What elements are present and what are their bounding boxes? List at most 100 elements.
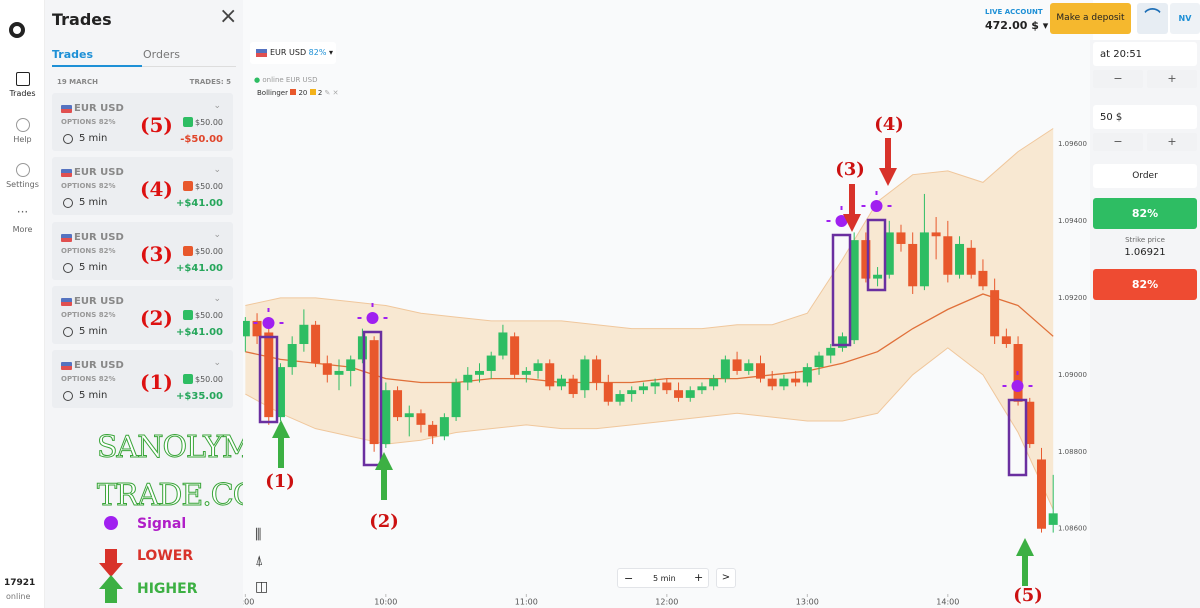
nav-more[interactable]: ··· More bbox=[12, 205, 33, 234]
trade-amount: $50.00 bbox=[195, 246, 223, 256]
legend-label: Signal bbox=[137, 516, 187, 532]
balance[interactable]: 472.00 $ ▾ bbox=[985, 19, 1049, 32]
date: 19 MARCH bbox=[57, 78, 98, 86]
timeframe-minus[interactable]: − bbox=[624, 572, 634, 585]
chevron: ⌄ bbox=[213, 101, 221, 111]
clock-icon bbox=[63, 326, 73, 337]
candle-body bbox=[826, 347, 836, 356]
down-button[interactable]: 82% bbox=[1093, 269, 1197, 300]
trade-asset: EUR USD bbox=[74, 167, 124, 179]
trade-label: (5) bbox=[140, 113, 173, 137]
signal-bulb bbox=[870, 200, 883, 212]
signal-rays bbox=[861, 191, 892, 207]
tab[interactable]: Trades bbox=[52, 48, 94, 61]
order-button[interactable]: Order bbox=[1093, 164, 1197, 188]
icon-button[interactable]: ⌒ bbox=[1137, 3, 1168, 34]
trade-result: +$41.00 bbox=[176, 326, 223, 338]
time-input[interactable]: at 20:51 bbox=[1093, 42, 1197, 66]
y-tick-label: 1.09200 bbox=[1058, 294, 1087, 302]
candle-body bbox=[896, 232, 906, 244]
candle-body bbox=[978, 270, 988, 287]
flag bbox=[256, 49, 267, 57]
flag bbox=[61, 362, 72, 371]
x-tick-label: 13:00 bbox=[796, 598, 819, 607]
candle-body bbox=[264, 332, 274, 418]
candle-body bbox=[334, 370, 344, 375]
legend-label: HIGHER bbox=[137, 581, 198, 597]
candle-body bbox=[931, 232, 941, 237]
candle-body bbox=[357, 336, 367, 360]
candle-body bbox=[802, 367, 812, 383]
lower-arrow bbox=[843, 184, 861, 232]
trade-card[interactable]: EUR USD ⌄ OPTIONS 82% 5 min (2) $50.00 +… bbox=[52, 285, 233, 344]
signal-rays bbox=[253, 308, 284, 324]
tab-underline bbox=[52, 65, 142, 67]
candle-body bbox=[884, 232, 894, 275]
candle-body bbox=[475, 370, 485, 375]
up-arrow-icon bbox=[99, 575, 123, 603]
trade-options: OPTIONS 82% bbox=[61, 310, 116, 319]
candle-body bbox=[243, 320, 250, 337]
candle-body bbox=[697, 386, 707, 391]
trade-options: OPTIONS 82% bbox=[61, 182, 116, 191]
candle-body bbox=[580, 359, 590, 391]
candle-body bbox=[638, 386, 648, 391]
trade-amount: $50.00 bbox=[195, 118, 223, 127]
nav-help[interactable]: Help bbox=[0, 118, 45, 144]
candle-body bbox=[369, 340, 379, 445]
minus-button[interactable]: − bbox=[1093, 133, 1143, 151]
amount-input[interactable]: 50 $ bbox=[1093, 105, 1197, 129]
tab[interactable]: Orders bbox=[143, 48, 180, 61]
up-button[interactable]: 82% bbox=[1093, 198, 1197, 229]
timeframe-plus[interactable]: + bbox=[694, 571, 704, 584]
trade-card[interactable]: EUR USD ⌄ OPTIONS 82% 5 min (5) $50.00 -… bbox=[52, 93, 233, 151]
clock-icon bbox=[63, 134, 73, 144]
trade-card[interactable]: EUR USD ⌄ OPTIONS 82% 5 min (4) $50.00 +… bbox=[52, 157, 233, 216]
trade-card[interactable]: EUR USD ⌄ OPTIONS 82% 5 min (1) $50.00 +… bbox=[52, 350, 233, 409]
nav-trades[interactable]: Trades bbox=[0, 72, 45, 98]
candle-body bbox=[533, 363, 543, 371]
deposit-button[interactable]: Make a deposit bbox=[1050, 3, 1131, 34]
candle-body bbox=[299, 324, 309, 345]
tab-line bbox=[142, 66, 236, 67]
next-button[interactable]: > bbox=[716, 568, 736, 588]
close-button[interactable]: × bbox=[219, 4, 238, 29]
trade-result: +$41.00 bbox=[176, 198, 223, 210]
asset-chip[interactable]: EUR USD 82% ▾ bbox=[250, 42, 336, 64]
strike-price: 1.06921 bbox=[1124, 247, 1166, 258]
chevron: ⌄ bbox=[213, 293, 221, 304]
balance-text: 472.00 $ bbox=[985, 19, 1039, 32]
signal-rays bbox=[1002, 371, 1033, 387]
y-tick-label: 1.08800 bbox=[1058, 448, 1087, 456]
higher-arrow bbox=[375, 452, 393, 500]
minus-button[interactable]: − bbox=[1093, 70, 1143, 88]
trade-asset: EUR USD bbox=[74, 231, 124, 243]
signal-bulb bbox=[1011, 380, 1024, 392]
candle-body bbox=[463, 374, 473, 383]
y-tick-label: 1.09000 bbox=[1058, 371, 1087, 379]
direction-badge bbox=[183, 245, 193, 256]
trade-amount: $50.00 bbox=[195, 310, 223, 320]
candle-body bbox=[510, 336, 520, 375]
signal-bulb bbox=[835, 215, 848, 227]
candle-body bbox=[393, 390, 403, 418]
candle-body bbox=[720, 359, 730, 379]
trade-card[interactable]: EUR USD ⌄ OPTIONS 82% 5 min (3) $50.00 +… bbox=[52, 221, 233, 280]
higher-arrow bbox=[1016, 538, 1034, 586]
plus-button[interactable]: + bbox=[1147, 133, 1197, 151]
candle-body bbox=[919, 232, 929, 287]
x-tick-label: 10:00 bbox=[374, 598, 397, 607]
candle-body bbox=[545, 363, 555, 387]
bulb-icon bbox=[104, 516, 118, 530]
watermark-line: SANOLYMP bbox=[96, 430, 272, 466]
plus-button[interactable]: + bbox=[1147, 70, 1197, 88]
chart-tools[interactable]: ⫼ ⍋ ◫ bbox=[255, 527, 269, 595]
candle-body bbox=[311, 324, 321, 364]
sidebar: Trades Help Settings ··· More 17921 onlin… bbox=[0, 0, 45, 608]
x-tick-label: 0:00 bbox=[243, 598, 254, 607]
candle-body bbox=[439, 417, 449, 437]
trade-duration: 5 min bbox=[79, 261, 108, 273]
nav-settings[interactable]: Settings bbox=[0, 163, 45, 189]
candle-body bbox=[650, 382, 660, 387]
avatar[interactable]: NV bbox=[1170, 3, 1200, 34]
